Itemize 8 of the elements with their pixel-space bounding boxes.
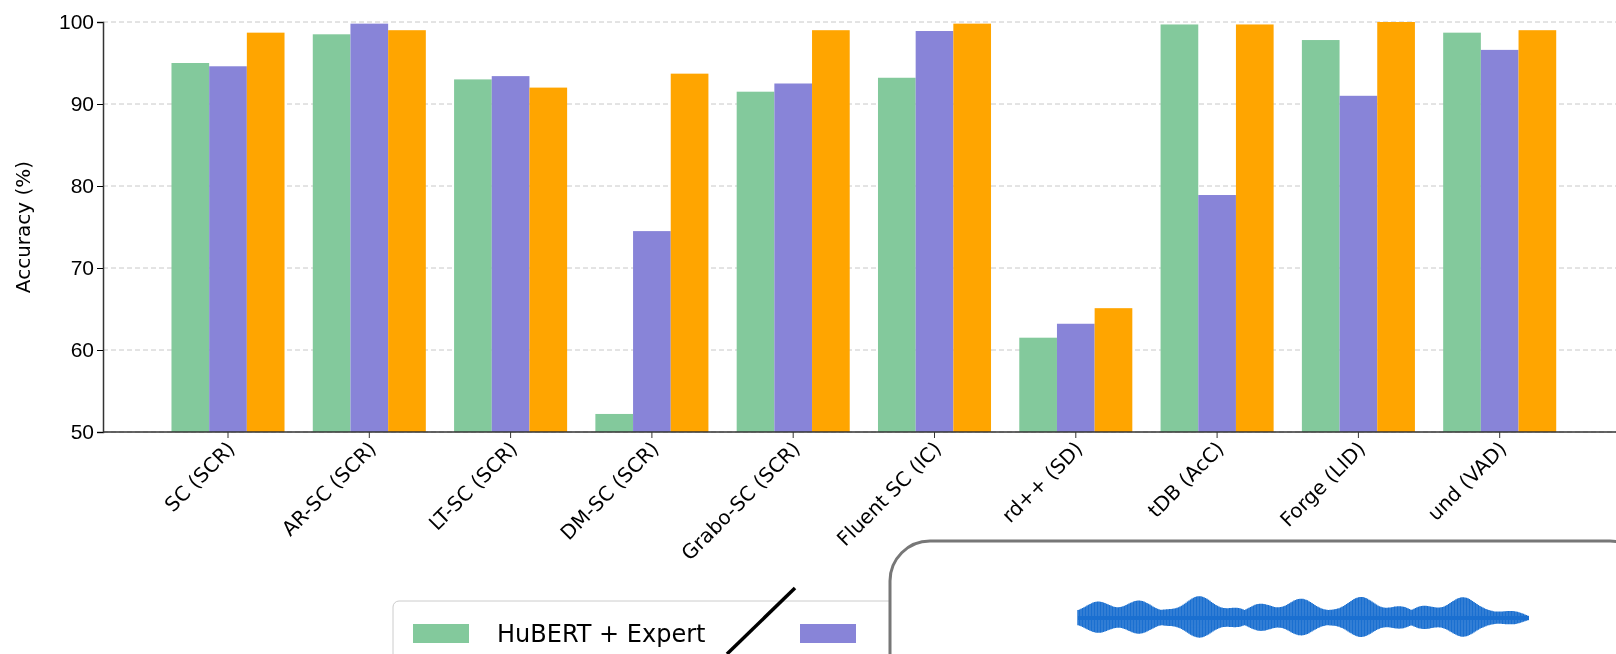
y-tick-label: 50	[70, 420, 94, 444]
y-tick-label: 80	[70, 174, 94, 198]
y-tick-label: 60	[70, 338, 94, 362]
y-tick-label: 70	[70, 256, 94, 280]
y-tick-label: 100	[58, 10, 94, 34]
y-tick-label: 90	[70, 92, 94, 116]
y-axis-title: Accuracy (%)	[11, 160, 35, 294]
legend-label: HuBERT + Expert	[497, 620, 706, 648]
